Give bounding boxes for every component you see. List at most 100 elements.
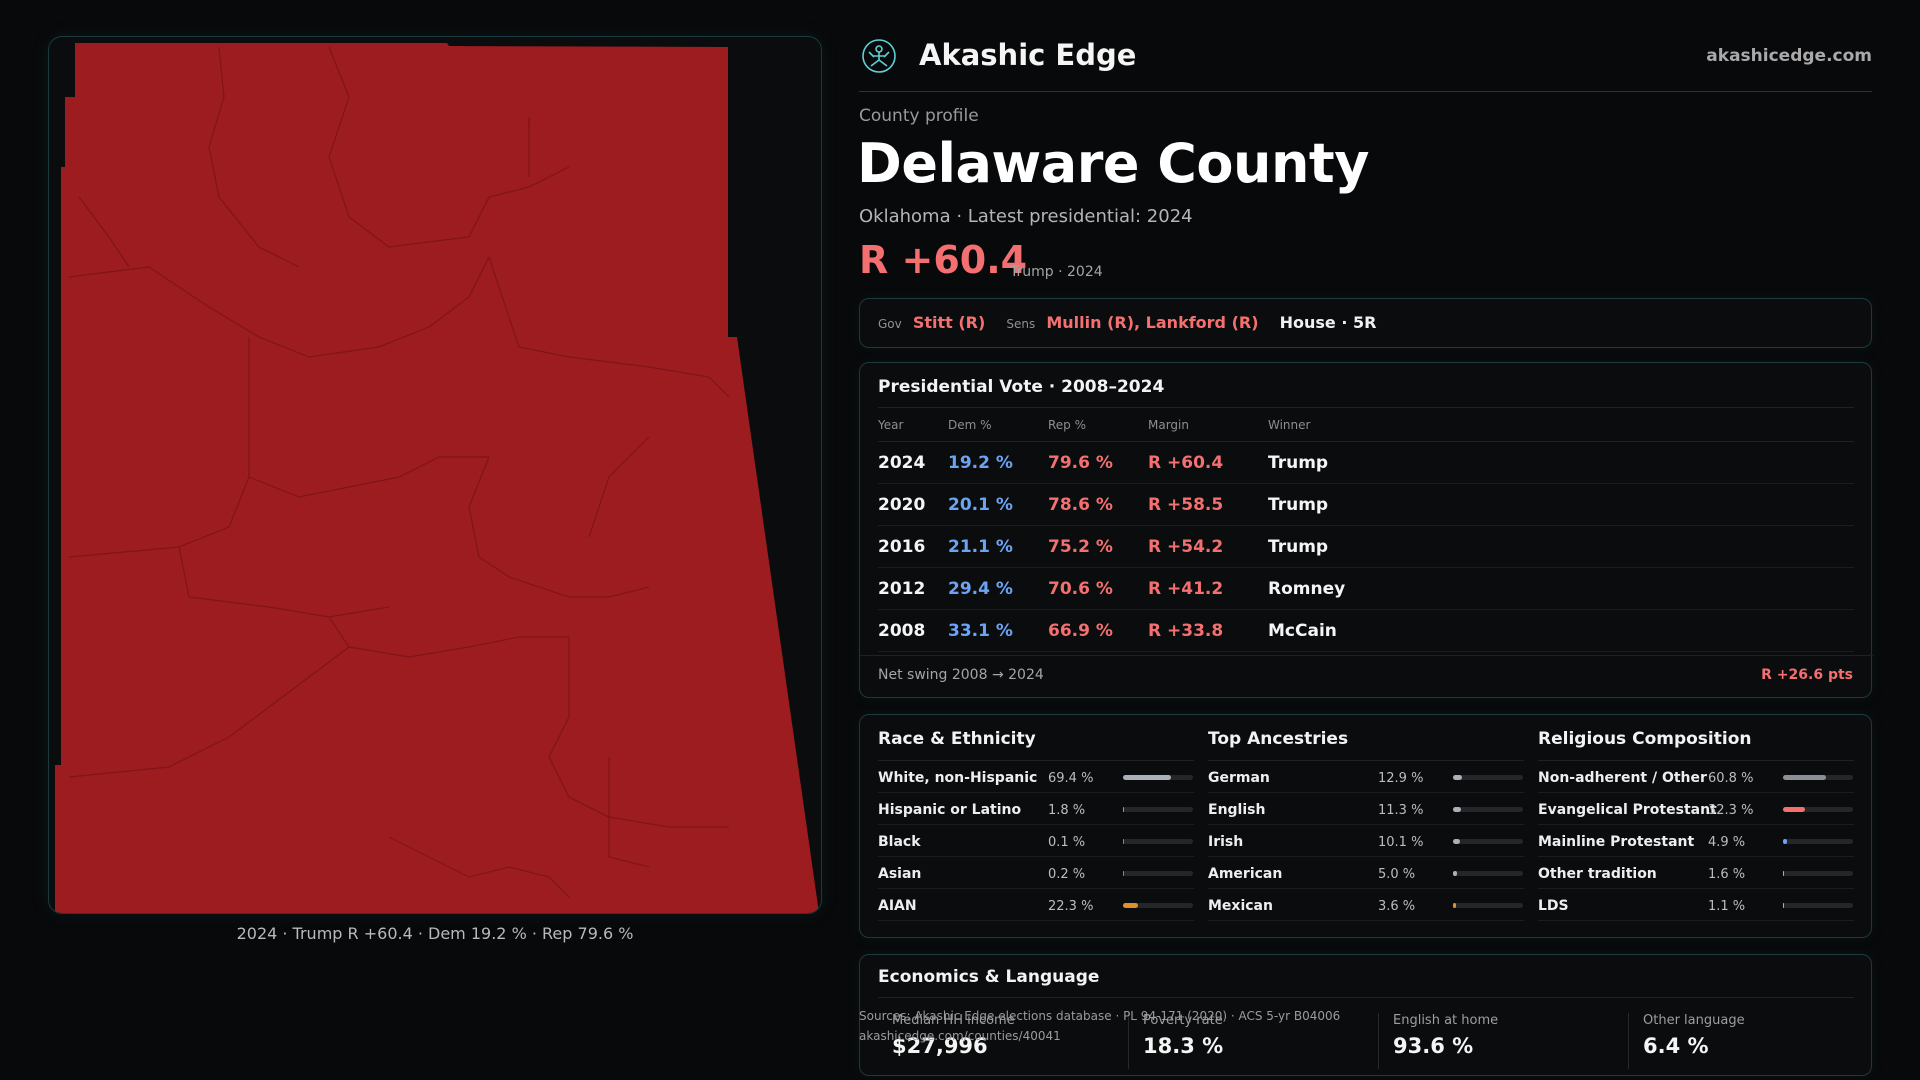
- religion-title: Religious Composition: [1538, 729, 1854, 761]
- subdivision-lines: [68, 46, 730, 898]
- net-swing-value: R +26.6 pts: [1761, 667, 1853, 683]
- demographic-pct: 1.1 %: [1708, 899, 1746, 914]
- demographic-pct: 22.3 %: [1048, 899, 1094, 914]
- share-bar-fill: [1123, 839, 1125, 844]
- net-swing-label: Net swing 2008 → 2024: [878, 667, 1044, 683]
- demographic-name: Evangelical Protestant: [1538, 802, 1717, 818]
- demographic-name: White, non-Hispanic: [878, 770, 1038, 786]
- share-bar-fill: [1123, 903, 1139, 908]
- demographic-pct: 11.3 %: [1378, 803, 1424, 818]
- demographic-row: Mainline Protestant 4.9 %: [1538, 825, 1854, 857]
- cell-margin: R +41.2: [1148, 567, 1268, 610]
- share-bar-track: [1453, 903, 1523, 908]
- governor: Stitt (R): [912, 313, 986, 332]
- senators: Mullin (R), Lankford (R): [1046, 313, 1259, 332]
- stat-value: 6.4 %: [1643, 1034, 1709, 1058]
- demographic-name: Black: [878, 834, 921, 850]
- share-bar-track: [1783, 871, 1853, 876]
- cell-margin: R +58.5: [1148, 483, 1268, 526]
- demographics-card: Race & Ethnicity White, non-Hispanic 69.4…: [859, 714, 1872, 938]
- share-bar-track: [1123, 775, 1193, 780]
- demographic-row: Mexican 3.6 %: [1208, 889, 1524, 921]
- sources-line: Sources: Akashic Edge elections database…: [859, 1009, 1341, 1023]
- share-bar-fill: [1453, 807, 1461, 812]
- religion-column: Religious Composition Non-adherent / Oth…: [1538, 729, 1854, 921]
- ancestries-title: Top Ancestries: [1208, 729, 1524, 761]
- cell-rep: 78.6 %: [1048, 483, 1148, 526]
- col-year: Year: [878, 407, 948, 442]
- demographic-row: Other tradition 1.6 %: [1538, 857, 1854, 889]
- demographic-row: Black 0.1 %: [878, 825, 1194, 857]
- cell-margin: R +33.8: [1148, 609, 1268, 652]
- akashic-edge-logo-icon: [862, 39, 896, 73]
- demographic-row: German 12.9 %: [1208, 761, 1524, 793]
- demographic-pct: 1.6 %: [1708, 867, 1746, 882]
- table-header-row: Year Dem % Rep % Margin Winner: [878, 407, 1854, 442]
- county-shape: [55, 43, 819, 913]
- eyebrow-label: County profile: [859, 106, 979, 126]
- share-bar-fill: [1453, 871, 1457, 876]
- demographic-row: American 5.0 %: [1208, 857, 1524, 889]
- economics-divider: [878, 997, 1854, 998]
- demographic-row: Evangelical Protestant 32.3 %: [1538, 793, 1854, 825]
- headline-margin: R +60.4: [859, 238, 1028, 282]
- officials-card: Gov Stitt (R) Sens Mullin (R), Lankford …: [859, 298, 1872, 348]
- cell-year: 2016: [878, 525, 948, 568]
- sources-footer: Sources: Akashic Edge elections database…: [859, 1006, 1340, 1046]
- county-map: [48, 36, 822, 914]
- demographic-row: English 11.3 %: [1208, 793, 1524, 825]
- stat-poverty-rate: Poverty rate 18.3 %: [1128, 1013, 1368, 1069]
- county-map-svg: [55, 43, 819, 913]
- cell-year: 2020: [878, 483, 948, 526]
- demographic-name: Mexican: [1208, 898, 1273, 914]
- demographic-pct: 12.9 %: [1378, 771, 1424, 786]
- cell-rep: 70.6 %: [1048, 567, 1148, 610]
- cell-winner: Romney: [1268, 567, 1854, 610]
- stat-value: 18.3 %: [1143, 1034, 1224, 1058]
- economics-card: Economics & Language Median HH income $2…: [859, 954, 1872, 1076]
- share-bar-track: [1453, 871, 1523, 876]
- house-delegation: House · 5R: [1279, 313, 1377, 332]
- demographic-name: Asian: [878, 866, 922, 882]
- swing-divider: [860, 655, 1873, 656]
- share-bar-track: [1783, 775, 1853, 780]
- ancestries-column: Top Ancestries German 12.9 % English 11.3 %…: [1208, 729, 1524, 921]
- col-winner: Winner: [1268, 407, 1854, 442]
- table-row: 2008 33.1 % 66.9 % R +33.8 McCain: [878, 609, 1854, 652]
- table-row: 2024 19.2 % 79.6 % R +60.4 Trump: [878, 441, 1854, 484]
- cell-winner: McCain: [1268, 609, 1854, 652]
- share-bar-track: [1783, 903, 1853, 908]
- county-url[interactable]: akashicedge.com/counties/40041: [859, 1029, 1061, 1043]
- col-margin: Margin: [1148, 407, 1268, 442]
- demographic-name: Irish: [1208, 834, 1244, 850]
- cell-dem: 19.2 %: [948, 441, 1048, 484]
- cell-margin: R +54.2: [1148, 525, 1268, 568]
- share-bar-fill: [1783, 839, 1787, 844]
- site-link[interactable]: akashicedge.com: [1706, 46, 1872, 66]
- cell-year: 2024: [878, 441, 948, 484]
- stat-value: 93.6 %: [1393, 1034, 1474, 1058]
- share-bar-fill: [1123, 807, 1125, 812]
- demographic-name: Hispanic or Latino: [878, 802, 1022, 818]
- demographic-name: AIAN: [878, 898, 917, 914]
- stat-median-income: Median HH income $27,996: [892, 1013, 1132, 1069]
- demographic-pct: 10.1 %: [1378, 835, 1424, 850]
- presidential-vote-card: Presidential Vote · 2008–2024 Year Dem %…: [859, 362, 1873, 698]
- subtitle: Oklahoma · Latest presidential: 2024: [859, 206, 1193, 227]
- stat-label: Poverty rate: [1143, 1013, 1223, 1028]
- header: Akashic Edge akashicedge.com: [859, 32, 1872, 92]
- demographic-row: White, non-Hispanic 69.4 %: [878, 761, 1194, 793]
- share-bar-track: [1453, 807, 1523, 812]
- demographic-name: American: [1208, 866, 1283, 882]
- demographic-name: Non-adherent / Other: [1538, 770, 1707, 786]
- share-bar-fill: [1453, 903, 1456, 908]
- demographic-pct: 0.1 %: [1048, 835, 1086, 850]
- economics-title: Economics & Language: [878, 967, 1100, 987]
- sens-label: Sens: [1006, 317, 1036, 331]
- share-bar-fill: [1123, 775, 1172, 780]
- table-row: 2012 29.4 % 70.6 % R +41.2 Romney: [878, 567, 1854, 610]
- demographic-pct: 60.8 %: [1708, 771, 1754, 786]
- demographic-pct: 3.6 %: [1378, 899, 1416, 914]
- demographic-row: Asian 0.2 %: [878, 857, 1194, 889]
- demographic-row: Hispanic or Latino 1.8 %: [878, 793, 1194, 825]
